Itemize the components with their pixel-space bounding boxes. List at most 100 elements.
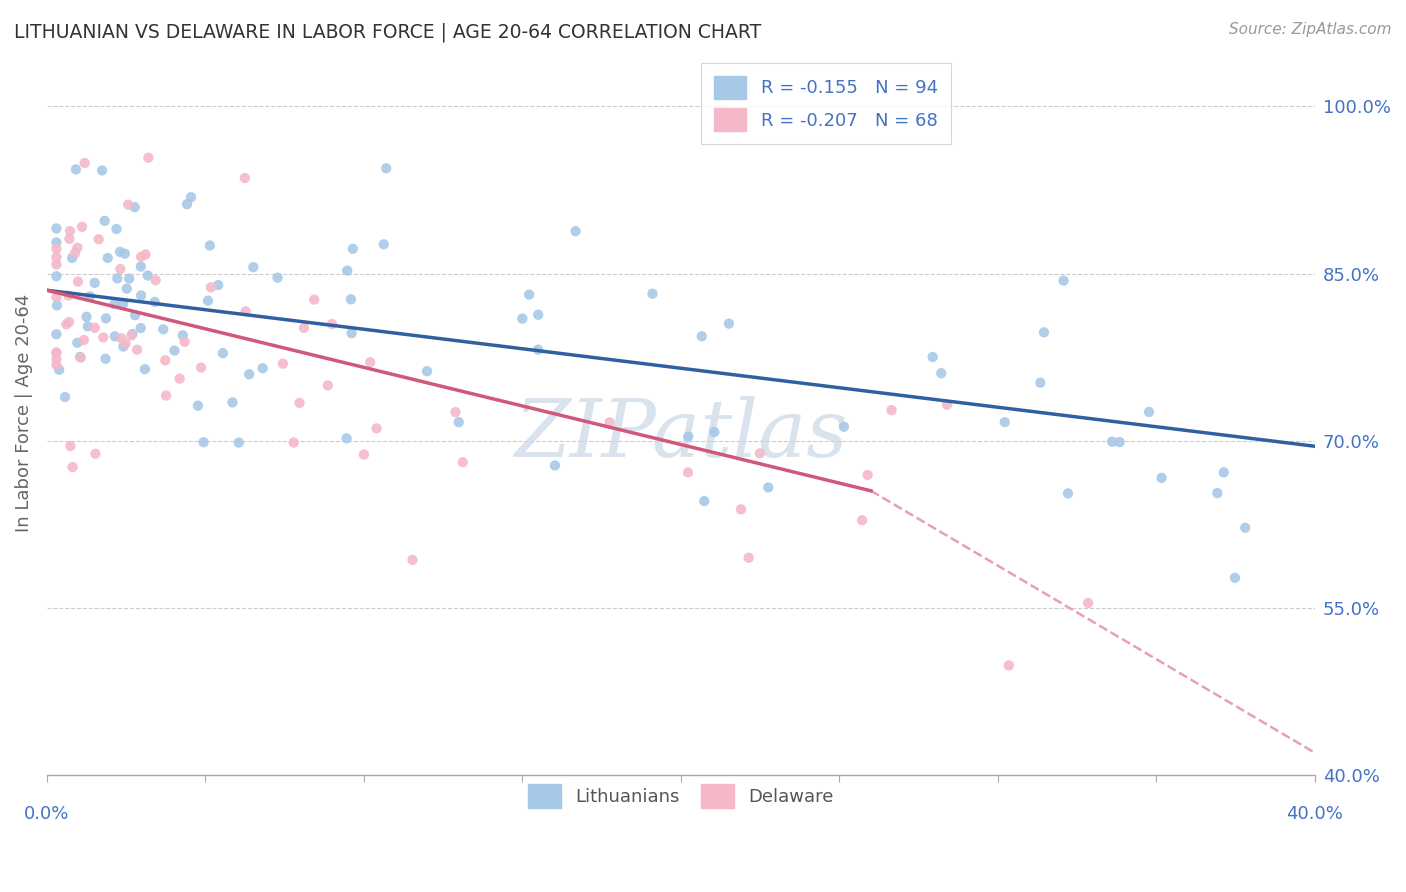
Point [45,346,67,360]
Point [76,310,98,324]
Point [91,163,114,178]
Point [152,322,174,336]
Point [103,297,125,311]
Point [1206,486,1229,500]
Point [66,335,89,350]
Point [717,317,740,331]
Point [921,350,943,364]
Point [678,429,700,443]
Point [1033,326,1056,340]
Point [97,251,120,265]
Point [190,360,212,375]
Point [730,502,752,516]
Point [200,280,222,294]
Point [91,330,114,344]
Point [233,171,256,186]
Point [690,329,713,343]
Point [169,372,191,386]
Point [45,358,67,372]
Point [114,336,136,351]
Point [129,250,152,264]
Point [1029,376,1052,390]
Point [292,321,315,335]
Point [70,219,93,234]
Point [1101,434,1123,449]
Point [998,658,1021,673]
Point [756,480,779,494]
Point [510,311,533,326]
Point [197,293,219,308]
Point [1077,596,1099,610]
Point [342,242,364,256]
Point [134,362,156,376]
Point [117,197,139,211]
Point [266,270,288,285]
Point [172,328,194,343]
Point [599,416,621,430]
Point [336,431,359,445]
Text: 40.0%: 40.0% [1286,805,1343,823]
Point [228,435,250,450]
Point [302,293,325,307]
Point [45,327,67,342]
Point [69,350,91,364]
Point [110,262,132,277]
Point [929,366,952,380]
Point [45,352,67,367]
Point [235,304,257,318]
Point [366,421,388,435]
Point [401,553,423,567]
Point [45,258,67,272]
Point [53,390,76,404]
Point [63,246,86,260]
Point [59,224,82,238]
Point [62,460,84,475]
Point [221,395,243,409]
Point [66,275,89,289]
Point [76,319,98,334]
Point [527,343,550,357]
Point [94,311,117,326]
Point [238,368,260,382]
Point [145,273,167,287]
Point [832,419,855,434]
Point [1052,274,1074,288]
Point [55,318,77,332]
Point [45,269,67,284]
Point [316,378,339,392]
Point [60,251,83,265]
Point [641,286,664,301]
Point [79,289,101,303]
Point [340,293,363,307]
Point [564,224,586,238]
Text: Source: ZipAtlas.com: Source: ZipAtlas.com [1229,22,1392,37]
Point [45,242,67,256]
Point [45,221,67,235]
Point [136,268,159,283]
Point [856,467,879,482]
Point [1137,405,1160,419]
Point [59,439,82,453]
Point [447,415,470,429]
Point [65,162,87,177]
Point [517,287,540,301]
Point [155,353,177,368]
Point [748,446,770,460]
Point [121,328,143,343]
Point [48,363,70,377]
Point [1150,471,1173,485]
Point [198,238,221,252]
Point [693,494,716,508]
Y-axis label: In Labor Force | Age 20-64: In Labor Force | Age 20-64 [15,293,32,532]
Text: ZIPatlas: ZIPatlas [515,396,848,474]
Point [336,263,359,277]
Point [283,435,305,450]
Point [321,317,343,331]
Point [124,200,146,214]
Point [451,455,474,469]
Point [121,326,143,341]
Point [155,388,177,402]
Point [173,334,195,349]
Point [1108,435,1130,450]
Text: LITHUANIAN VS DELAWARE IN LABOR FORCE | AGE 20-64 CORRELATION CHART: LITHUANIAN VS DELAWARE IN LABOR FORCE | … [14,22,761,42]
